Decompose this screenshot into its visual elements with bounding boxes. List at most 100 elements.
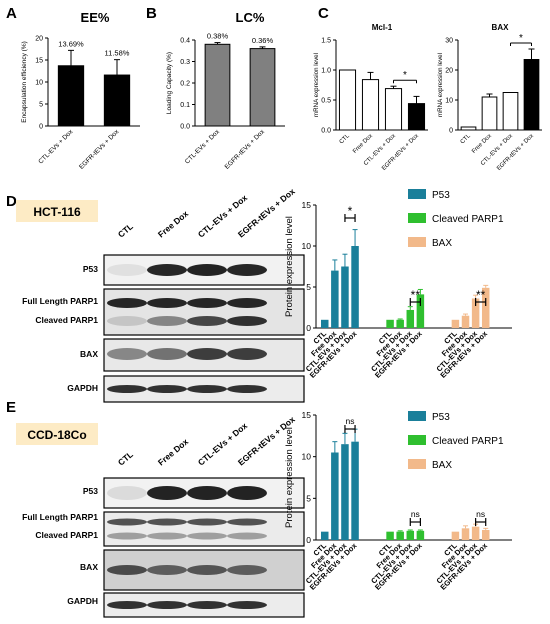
blot-band: [187, 348, 227, 360]
panel-b-title: LC%: [236, 10, 265, 25]
significance-label: **: [411, 288, 421, 302]
significance-label: ns: [346, 416, 355, 426]
bar: [386, 531, 394, 540]
bar: [416, 294, 425, 328]
y-tick-label: 0.1: [180, 102, 190, 109]
blot-band: [147, 348, 187, 360]
blot-band: [227, 486, 267, 500]
y-tick-label: 15: [302, 200, 312, 210]
y-tick-label: 5: [306, 282, 311, 292]
bar: [386, 319, 394, 328]
legend-label: P53: [432, 412, 450, 423]
significance-label: *: [519, 33, 523, 44]
y-tick-label: 0: [306, 323, 311, 333]
row-label: P53: [83, 264, 98, 274]
blot-band: [107, 264, 147, 276]
blot-band: [187, 316, 227, 326]
bar: [396, 531, 404, 540]
category-label: CTL: [460, 133, 473, 146]
blot-band: [107, 486, 147, 500]
y-axis-label: Encapsulation efficiency (%): [21, 41, 28, 123]
blot-band: [227, 316, 267, 326]
category-label: CTL-EVs + Dox: [37, 128, 75, 166]
blot-band: [147, 532, 187, 540]
blot-band: [187, 264, 227, 276]
category-label: EGFR-tEVs + Dox: [496, 133, 535, 172]
y-tick-label: 0.4: [180, 38, 190, 45]
lane-label: CTL: [116, 449, 135, 467]
category-label: Free Dox: [352, 133, 374, 155]
blot-band: [187, 385, 227, 393]
y-tick-label: 1.5: [321, 38, 331, 45]
blot-band: [147, 518, 187, 526]
y-tick-label: 30: [445, 38, 453, 45]
bar: [331, 452, 339, 540]
row-label: Full Length PARP1: [22, 296, 98, 306]
blot-band: [227, 532, 267, 540]
bar: [249, 48, 276, 127]
y-tick-label: 15: [302, 410, 312, 420]
chart-b-loading: 0.0 0.1 0.2 0.3 0.4 Loading Capacity (%) 0.38%…: [166, 32, 285, 171]
blot-band: [107, 518, 147, 526]
cell-line-label-e-bg: [16, 423, 98, 445]
cell-line-label-d-bg: [16, 200, 98, 222]
significance-label: ns: [411, 509, 420, 519]
significance-label: ns: [476, 509, 485, 519]
cell-line-label-e: CCD-18Co: [27, 428, 86, 442]
blot-band: [227, 518, 267, 526]
y-axis-label: Protein expression level: [284, 427, 295, 528]
y-tick-label: 0.5: [321, 98, 331, 105]
bar: [351, 246, 359, 328]
bar: [321, 319, 329, 328]
blot-band: [147, 385, 187, 393]
blot-strip: [103, 288, 305, 336]
blot-band: [147, 316, 187, 326]
bar: [416, 530, 425, 540]
y-axis-label: Protein expression level: [284, 216, 295, 317]
significance-label: **: [476, 288, 486, 302]
lane-label: Free Dox: [156, 208, 191, 239]
panel-letter-c: C: [318, 5, 329, 22]
blot-band: [227, 264, 267, 276]
y-tick-label: 0: [306, 535, 311, 545]
legend-label: BAX: [432, 238, 452, 249]
blot-band: [147, 565, 187, 575]
row-label: GAPDH: [67, 383, 98, 393]
bar: [341, 444, 349, 540]
y-tick-label: 0.3: [180, 59, 190, 66]
blot-band: [187, 486, 227, 500]
chart-c-mcl1: 0.0 0.5 1.0 1.5 mRNA expression level CTL Free…: [313, 23, 428, 172]
bar: [502, 92, 519, 131]
legend-swatch: [408, 411, 426, 421]
y-tick-label: 0: [449, 128, 453, 135]
y-tick-label: 1.0: [321, 68, 331, 75]
bar: [321, 531, 329, 540]
bar: [406, 530, 415, 540]
y-tick-label: 15: [35, 58, 43, 65]
blot-band: [107, 385, 147, 393]
bar: [481, 287, 490, 328]
y-tick-label: 5: [39, 102, 43, 109]
row-label: Cleaved PARP1: [35, 315, 98, 325]
blot-band: [227, 348, 267, 360]
y-tick-label: 0.0: [180, 124, 190, 131]
blot-band: [187, 565, 227, 575]
legend-label: Cleaved PARP1: [432, 214, 504, 225]
blot-band: [107, 532, 147, 540]
legend-swatch: [408, 237, 426, 247]
y-axis-label: Loading Capacity (%): [166, 52, 173, 114]
blot-band: [227, 601, 267, 609]
y-tick-label: 0: [39, 124, 43, 131]
bar: [407, 103, 426, 131]
panel-letter-b: B: [146, 5, 157, 22]
blot-band: [227, 298, 267, 308]
legend-swatch: [408, 189, 426, 199]
blot-band: [227, 385, 267, 393]
significance-label: *: [403, 70, 407, 81]
lane-label: Free Dox: [156, 436, 191, 467]
bar: [451, 319, 460, 328]
bar: [471, 526, 480, 540]
data-label: 0.38%: [207, 32, 229, 41]
